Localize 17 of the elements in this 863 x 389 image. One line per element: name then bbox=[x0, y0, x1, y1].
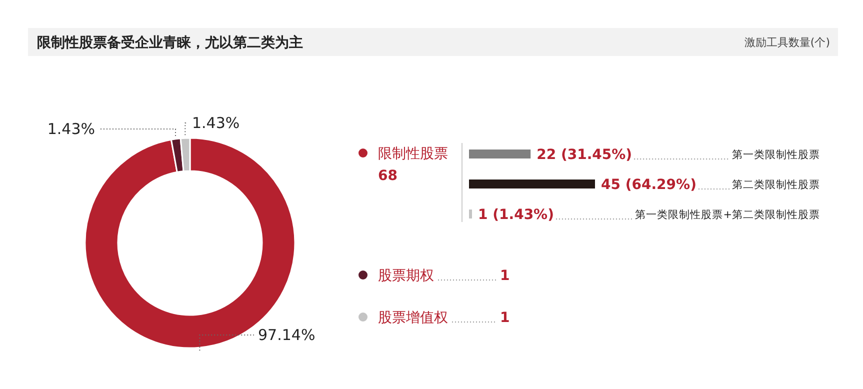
y-tick-label: 第一类限制性股票+第二类限制性股票 bbox=[635, 208, 820, 221]
legend-label: 限制性股票 bbox=[378, 146, 448, 162]
text: 激励工具数量(个) bbox=[744, 36, 830, 49]
text: 1 bbox=[500, 268, 510, 284]
data-label: 22 (31.45%) bbox=[536, 147, 632, 163]
legend-label: 股票期权 bbox=[378, 268, 434, 284]
chart-title: 限制性股票备受企业青睐，尤以第二类为主 bbox=[37, 34, 303, 51]
y-tick-label: 第一类限制性股票 bbox=[732, 148, 820, 161]
legend-label: 股票增值权 bbox=[378, 310, 448, 326]
data-label: 1 (1.43%) bbox=[478, 207, 554, 223]
data-label: 97.14% bbox=[258, 326, 316, 344]
text: 1 bbox=[500, 310, 510, 326]
data-label: 1.43% bbox=[47, 120, 95, 138]
data-label: 45 (64.29%) bbox=[601, 177, 696, 193]
data-label: 1.43% bbox=[192, 114, 240, 132]
y-tick-label: 第二类限制性股票 bbox=[732, 178, 820, 191]
text: 68 bbox=[378, 168, 398, 184]
